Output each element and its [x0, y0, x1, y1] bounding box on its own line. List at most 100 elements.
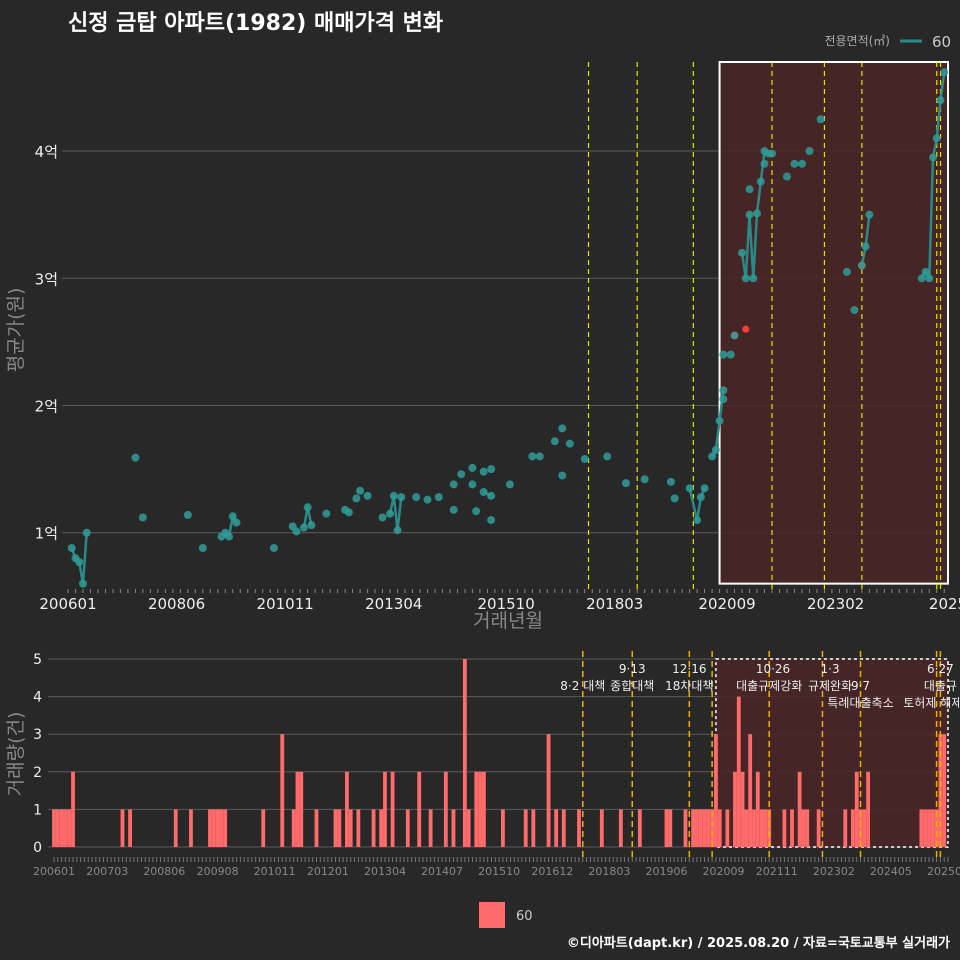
volume-bar-41	[523, 809, 528, 847]
legend-bottom: 60	[479, 902, 533, 928]
policy-annotation-10: 특례대출축소	[827, 696, 893, 710]
volume-bar-15	[261, 809, 266, 847]
data-point-51	[565, 439, 574, 448]
x-tick-label-7: 202302	[807, 595, 864, 613]
data-point-30	[397, 493, 406, 502]
volume-bar-71	[767, 809, 772, 847]
y-tick-label-1: 2억	[35, 398, 58, 416]
volume-bar-81	[858, 809, 863, 847]
data-point-46	[528, 452, 537, 461]
volume-bar-62	[733, 771, 737, 847]
volume-bar-42	[531, 809, 536, 847]
data-point-59	[693, 516, 702, 525]
volume-x-tick-16: 202508	[927, 865, 960, 878]
data-point-28	[389, 491, 398, 500]
data-point-69	[730, 331, 739, 340]
volume-bar-22	[337, 809, 342, 847]
volume-bar-66	[748, 734, 753, 847]
volume-x-tick-0: 200601	[33, 865, 75, 878]
policy-annotation-8: 규제완화	[808, 679, 852, 693]
volume-bar-29	[390, 771, 395, 847]
volume-x-tick-2: 200806	[143, 865, 185, 878]
volume-y-tick-0: 0	[33, 840, 42, 856]
volume-bar-43	[546, 734, 551, 847]
data-point-27	[386, 509, 395, 518]
data-point-19	[307, 521, 316, 530]
policy-annotation-7: 1·3	[821, 662, 840, 676]
volume-bar-2	[59, 809, 64, 847]
volume-bar-86	[927, 809, 931, 847]
volume-bar-70	[763, 809, 768, 847]
volume-bar-49	[637, 809, 642, 847]
data-point-48	[550, 437, 559, 446]
source-footer: ©디아파트(dapt.kr) / 2025.08.20 / 자료=국토교통부 실…	[567, 935, 950, 951]
data-point-39	[472, 507, 481, 516]
x-tick-label-5: 201803	[586, 595, 643, 613]
data-point-74	[749, 274, 758, 283]
volume-bar-74	[797, 771, 802, 847]
data-point-70	[738, 248, 747, 257]
volume-bar-50	[664, 809, 669, 847]
volume-bar-84	[919, 809, 924, 847]
data-point-54	[621, 479, 630, 488]
volume-bar-14	[223, 809, 228, 847]
data-point-83	[797, 159, 806, 168]
data-point-43	[487, 491, 496, 500]
data-point-29	[393, 526, 402, 535]
volume-bar-65	[744, 809, 749, 847]
volume-bar-0	[52, 809, 56, 847]
data-point-66	[719, 386, 728, 395]
data-point-56	[666, 477, 675, 486]
volume-bar-69	[759, 809, 764, 847]
volume-x-tick-3: 200908	[197, 865, 239, 878]
data-point-22	[344, 508, 353, 517]
volume-bar-30	[405, 809, 410, 847]
volume-y-tick-3: 3	[33, 727, 42, 743]
volume-bar-33	[443, 771, 448, 847]
data-point-35	[449, 505, 458, 514]
data-point-34	[449, 480, 458, 489]
legend-title: 전용면적(㎡)	[824, 34, 890, 48]
volume-bar-78	[843, 809, 848, 847]
volume-bar-63	[736, 696, 741, 847]
data-point-47	[535, 452, 544, 461]
volume-x-tick-5: 201201	[307, 865, 349, 878]
volume-x-tick-7: 201407	[421, 865, 463, 878]
volume-bar-46	[577, 809, 581, 847]
volume-bar-53	[691, 809, 696, 847]
volume-bar-45	[561, 809, 566, 847]
volume-bar-9	[189, 809, 193, 847]
volume-x-tick-15: 202405	[870, 865, 912, 878]
x-tick-label-8: 2025	[929, 595, 960, 613]
volume-bar-8	[173, 809, 178, 847]
volume-x-tick-11: 201906	[645, 865, 687, 878]
volume-bar-54	[695, 809, 699, 847]
data-point-94	[929, 153, 938, 162]
series-line-segment-3	[388, 494, 403, 532]
data-point-87	[850, 306, 859, 315]
data-point-72	[745, 210, 754, 219]
policy-annotation-13: 토허제 해제	[903, 696, 960, 710]
data-point-89	[861, 242, 870, 251]
policy-annotation-11: 6·27	[927, 662, 954, 676]
volume-bar-32	[428, 809, 433, 847]
volume-x-tick-10: 201803	[588, 865, 630, 878]
data-point-32	[423, 495, 432, 504]
data-point-58	[685, 484, 694, 493]
volume-bar-52	[683, 809, 688, 847]
y-tick-label-2: 3억	[35, 270, 58, 288]
data-point-26	[378, 513, 387, 522]
data-point-76	[756, 177, 765, 186]
data-point-50	[558, 471, 567, 480]
data-point-85	[816, 115, 825, 124]
volume-chart: 0 1 2 3 4 5 8·2 대책 9·13 종합대책 12·16 18차대책 10·26 대출규제강…	[33, 651, 960, 878]
legend-entry-60: 60	[932, 33, 951, 51]
volume-x-tick-14: 202302	[813, 865, 855, 878]
y-tick-label-3: 4억	[35, 143, 58, 161]
volume-bar-31	[417, 771, 422, 847]
policy-annotation-4: 18차대책	[665, 678, 713, 693]
data-point-62	[708, 452, 717, 461]
legend-top: 전용면적(㎡) 60	[824, 33, 951, 51]
data-point-45	[505, 480, 514, 489]
